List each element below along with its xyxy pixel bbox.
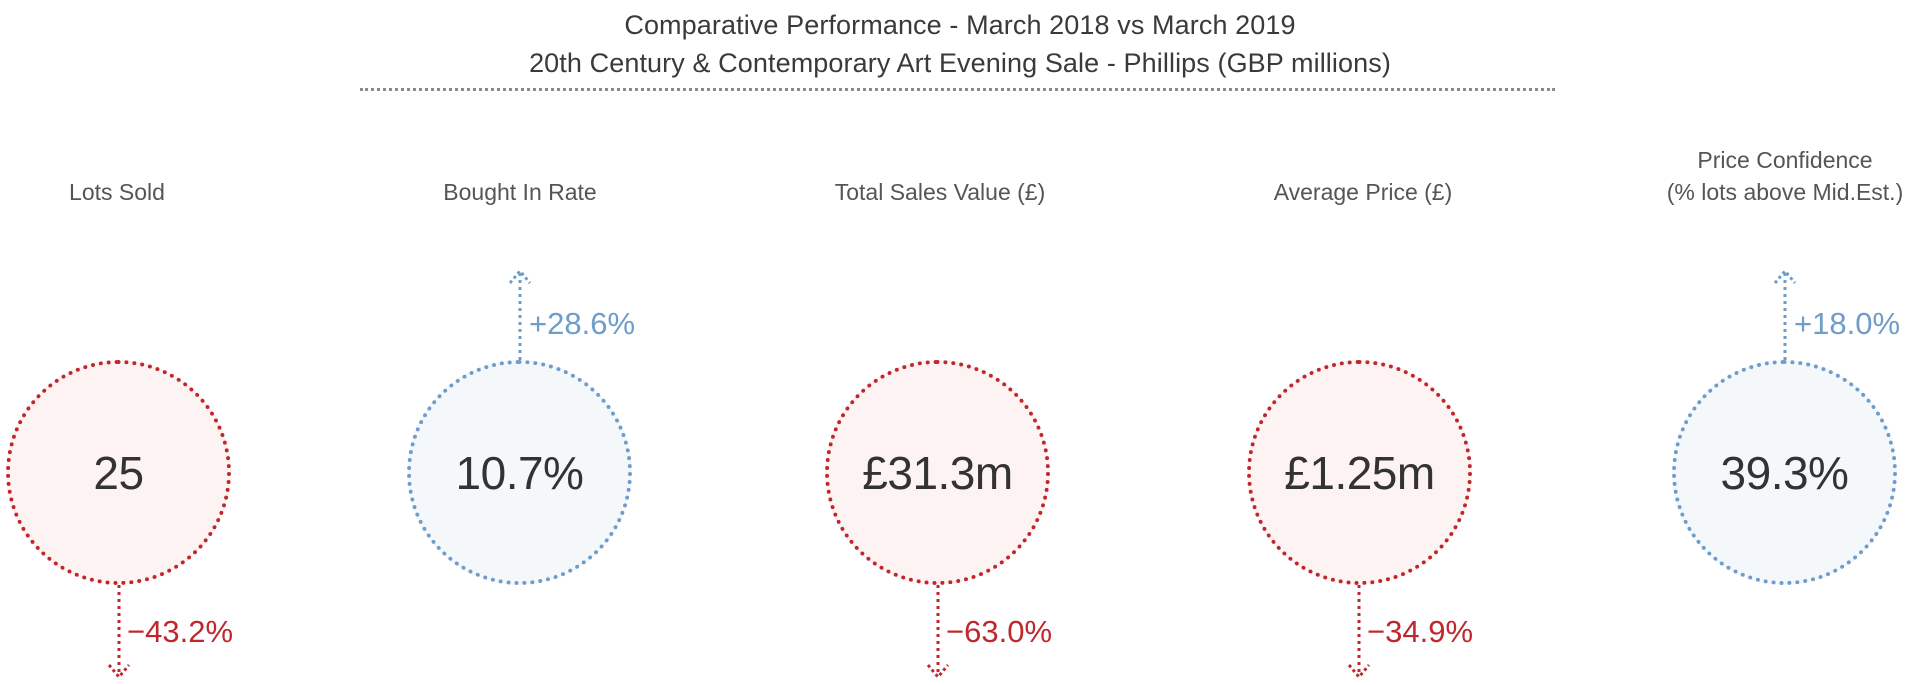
metric-lots-sold: Lots Sold 25 −43.2% [0, 0, 287, 683]
arrow-up-icon [1773, 268, 1797, 362]
metric-change: −43.2% [127, 614, 234, 649]
arrow-down-icon [926, 585, 950, 680]
metric-circle: £31.3m [825, 360, 1050, 585]
header-divider [360, 88, 1555, 91]
metric-value: 39.3% [1720, 446, 1849, 499]
metric-change: +28.6% [529, 306, 636, 341]
metric-change: −34.9% [1367, 614, 1474, 649]
metric-price-confidence: Price Confidence (% lots above Mid.Est.)… [1615, 0, 1920, 683]
arrow-down-icon [107, 585, 131, 680]
metric-label-line1: Total Sales Value (£) [834, 179, 1046, 205]
metric-value: 10.7% [455, 446, 584, 499]
metric-label-line1: Bought In Rate [443, 179, 597, 205]
metric-label: Total Sales Value (£) [770, 176, 1110, 208]
metric-circle: 39.3% [1672, 360, 1897, 585]
metric-label-line2: (% lots above Mid.Est.) [1666, 179, 1904, 205]
metric-label-line1: Price Confidence [1697, 147, 1873, 173]
arrow-up-icon [508, 268, 532, 362]
metric-label: Bought In Rate [350, 176, 690, 208]
metric-label: Average Price (£) [1193, 176, 1533, 208]
metric-average-price: Average Price (£) £1.25m −34.9% [1193, 0, 1533, 683]
metric-value: £31.3m [862, 446, 1013, 499]
metric-label: Lots Sold [0, 176, 287, 208]
metric-label: Price Confidence (% lots above Mid.Est.) [1615, 144, 1920, 208]
metric-total-sales-value: Total Sales Value (£) £31.3m −63.0% [770, 0, 1110, 683]
arrow-down-icon [1347, 585, 1371, 680]
metric-bought-in-rate: Bought In Rate +28.6% 10.7% [350, 0, 690, 683]
metric-label-line1: Average Price (£) [1273, 179, 1453, 205]
report-subtitle: 20th Century & Contemporary Art Evening … [529, 48, 1391, 78]
metric-change: +18.0% [1794, 306, 1901, 341]
report-header: Comparative Performance - March 2018 vs … [0, 6, 1920, 82]
metric-change: −63.0% [946, 614, 1053, 649]
metric-circle: £1.25m [1247, 360, 1472, 585]
metric-value: £1.25m [1284, 446, 1435, 499]
report-title: Comparative Performance - March 2018 vs … [624, 10, 1296, 40]
metric-circle: 10.7% [407, 360, 632, 585]
metric-value: 25 [93, 446, 144, 499]
metric-label-line1: Lots Sold [69, 179, 165, 205]
metric-circle: 25 [6, 360, 231, 585]
